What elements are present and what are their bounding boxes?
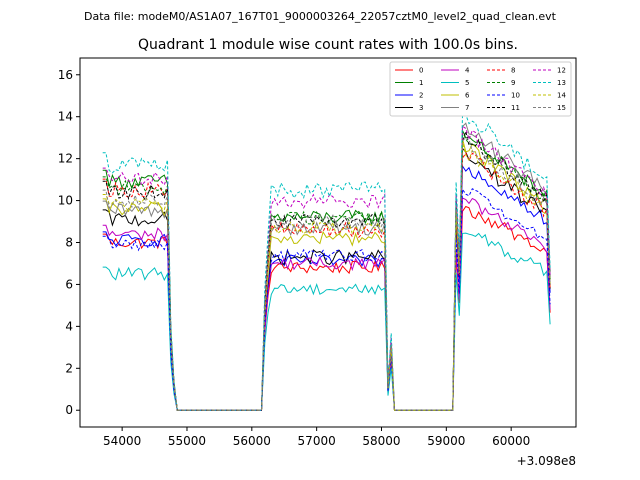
legend-frame [389,61,572,117]
x-axis: 54000 55000 56000 57000 58000 59000 60000 [103,427,530,448]
series-line-7 [102,122,551,411]
y-tick-label: 0 [65,403,73,417]
legend-label-15: 15 [557,104,566,112]
series-line-2 [102,164,551,411]
series-line-0 [102,205,551,411]
series-line-9 [102,131,551,411]
y-tick-label: 14 [58,110,73,124]
legend-label-4: 4 [465,67,470,75]
x-tick-label: 57000 [298,434,336,448]
series-line-8 [102,151,551,411]
y-tick-label: 2 [65,361,73,375]
series-line-10 [102,187,551,411]
series-line-13 [102,113,551,411]
y-tick-label: 10 [58,194,73,208]
y-tick-label: 6 [65,277,73,291]
plot-area [102,113,551,411]
legend-label-14: 14 [557,92,566,100]
legend-label-11: 11 [511,104,520,112]
y-axis: 0 2 4 6 8 10 12 14 16 [58,68,80,417]
y-tick-label: 16 [58,68,73,82]
legend-label-6: 6 [465,92,470,100]
y-tick-label: 4 [65,319,73,333]
x-tick-label: 60000 [492,434,530,448]
suptitle: Data file: modeM0/AS1A07_167T01_90000032… [84,10,557,23]
series-line-6 [102,138,551,411]
legend-label-9: 9 [511,79,515,87]
legend-label-8: 8 [511,67,515,75]
legend-label-12: 12 [557,67,566,75]
x-tick-label: 56000 [233,434,271,448]
x-tick-label: 59000 [427,434,465,448]
legend-label-3: 3 [419,104,423,112]
plot-frame [79,57,577,428]
legend-label-2: 2 [419,92,423,100]
y-tick-label: 8 [65,236,73,250]
series-line-5 [102,232,551,411]
series-line-12 [102,125,551,411]
legend-label-1: 1 [419,79,423,87]
legend-label-10: 10 [511,92,520,100]
series-layer [102,113,551,411]
y-tick-label: 12 [58,152,73,166]
legend-label-5: 5 [465,79,469,87]
series-line-1 [102,130,551,411]
x-tick-label: 54000 [103,434,141,448]
x-tick-label: 58000 [362,434,400,448]
series-line-4 [102,197,551,411]
x-tick-label: 55000 [168,434,206,448]
x-offset-label: +3.098e8 [517,454,576,468]
legend-label-0: 0 [419,67,423,75]
legend-label-13: 13 [557,79,566,87]
series-line-15 [102,136,551,411]
series-line-11 [102,129,551,411]
legend-label-7: 7 [465,104,469,112]
chart-title: Quadrant 1 module wise count rates with … [138,37,518,53]
